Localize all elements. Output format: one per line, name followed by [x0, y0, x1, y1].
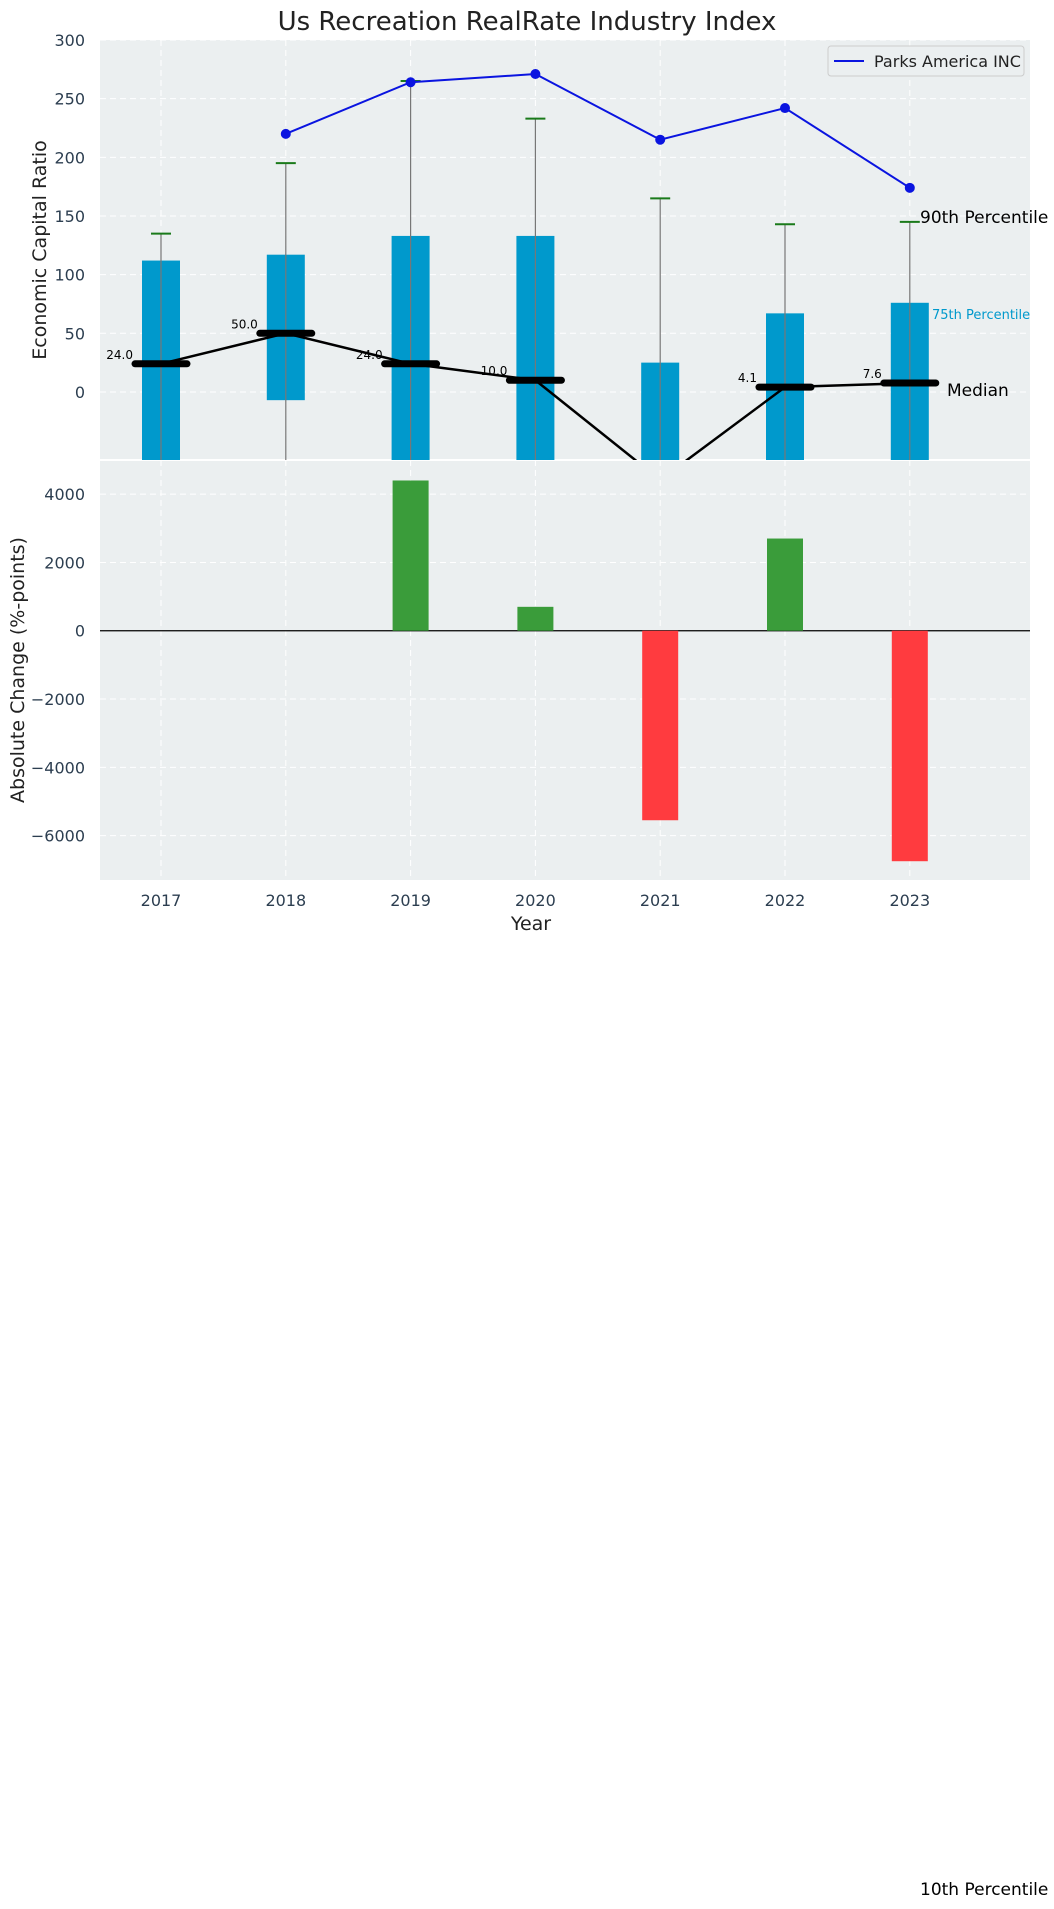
x-tick-label: 2020	[515, 891, 556, 910]
x-axis-label: Year	[510, 913, 551, 935]
positive-change-bar	[517, 606, 554, 631]
company-point	[655, 134, 666, 145]
median-value-label: 50.0	[231, 317, 258, 331]
negative-change-bar	[642, 630, 679, 821]
bottom-y-tick-label: 2000	[44, 553, 85, 572]
chart-title: Us Recreation RealRate Industry Index	[278, 7, 777, 37]
x-tick-label: 2023	[889, 891, 930, 910]
company-point	[780, 103, 790, 114]
legend-box	[827, 45, 1025, 77]
top-y-tick-label: 50	[65, 324, 85, 343]
annotation-75th-percentile: 75th Percentile	[932, 308, 1030, 323]
median-value-label: 4.1	[738, 371, 757, 385]
company-point	[405, 77, 416, 88]
bottom-plot-area	[100, 480, 1030, 862]
annotation-10th-percentile: 10th Percentile	[920, 1880, 1048, 1900]
top-plot-area: 24.0 50.0 24.0 10.0 4.1 7.6	[106, 69, 940, 460]
annotation-median: Median	[947, 381, 1009, 401]
median-value-label: 24.0	[106, 348, 133, 362]
top-y-tick-label: 150	[54, 207, 85, 226]
top-y-tick-label: 300	[54, 31, 85, 50]
company-point	[280, 128, 291, 139]
top-y-tick-label: 100	[54, 266, 85, 285]
axes-text: 0 50 100 150 200 250 300 −6000 −4000 −2000 0 2000 40…	[31, 31, 930, 910]
top-y-tick-label: 250	[54, 90, 85, 109]
x-tick-label: 2022	[765, 891, 806, 910]
median-value-label: 7.6	[863, 367, 882, 381]
bottom-y-tick-label: −4000	[31, 758, 85, 777]
legend: Parks America INC	[827, 45, 1025, 77]
legend-label: Parks America INC	[874, 52, 1021, 71]
company-point	[530, 69, 541, 80]
bottom-y-tick-label: −6000	[31, 827, 85, 846]
top-panel-background	[100, 40, 1030, 460]
annotation-90th-percentile: 90th Percentile	[920, 208, 1048, 228]
bottom-y-axis-label: Absolute Change (%-points)	[7, 537, 29, 803]
positive-change-bar	[392, 480, 429, 631]
x-tick-label: 2019	[390, 891, 431, 910]
top-y-tick-label: 200	[54, 148, 85, 167]
x-tick-label: 2018	[265, 891, 306, 910]
x-tick-label: 2017	[141, 891, 182, 910]
top-y-axis-label: Economic Capital Ratio	[29, 140, 51, 359]
bottom-y-tick-label: 4000	[44, 485, 85, 504]
company-line	[285, 73, 911, 189]
median-value-label: 10.0	[481, 364, 508, 378]
company-point	[904, 182, 915, 193]
x-tick-label: 2021	[640, 891, 681, 910]
top-y-tick-label: 0	[75, 383, 85, 402]
bottom-panel-background	[100, 460, 1030, 880]
bottom-y-tick-label: −2000	[31, 690, 85, 709]
positive-change-bar	[767, 538, 803, 631]
median-value-label: 24.0	[356, 348, 383, 362]
negative-change-bar	[891, 630, 928, 862]
bottom-y-tick-label: 0	[75, 622, 85, 641]
